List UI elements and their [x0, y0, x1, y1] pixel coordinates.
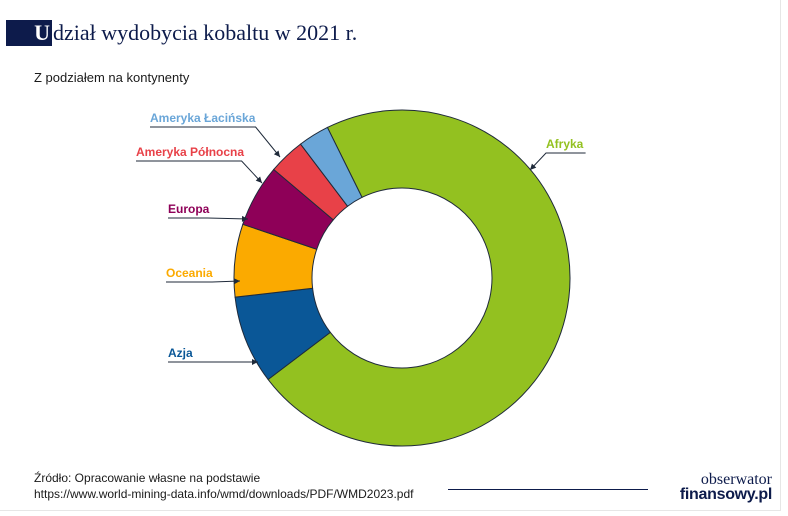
chart-title: U dział wydobycia kobaltu w 2021 r.	[6, 20, 357, 46]
leader-arrow-ameryka-północna	[255, 176, 262, 183]
source-line-1: Źródło: Opracowanie własne na podstawie	[34, 471, 261, 485]
title-first-letter: U	[34, 20, 50, 45]
leader-arrow-azja	[252, 359, 258, 365]
leader-arrow-oceania	[233, 278, 240, 285]
title-badge: U	[6, 20, 52, 46]
leader-afryka	[529, 152, 586, 171]
label-ameryka-łacińska: Ameryka Łacińska	[150, 111, 256, 125]
source-divider	[448, 489, 648, 490]
slice-afryka	[267, 109, 571, 447]
label-europa: Europa	[168, 202, 210, 216]
donut-labels: Afryka Azja Oceania Europa Ameryka Północna A…	[136, 111, 586, 365]
leader-arrow-europa	[241, 215, 248, 222]
leader-ameryka-łacińska	[150, 126, 281, 158]
label-azja: Azja	[168, 346, 193, 360]
title-text: dział wydobycia kobaltu w 2021 r.	[53, 20, 358, 45]
source-line-2: https://www.world-mining-data.info/wmd/d…	[34, 487, 414, 501]
publisher-logo: obserwator finansowy.pl	[660, 471, 772, 503]
logo-line-2: finansowy.pl	[679, 486, 772, 503]
leader-arrow-ameryka-łacińska	[273, 150, 280, 157]
donut-slices	[233, 109, 571, 447]
label-oceania: Oceania	[166, 266, 213, 280]
leader-arrow-afryka	[530, 163, 537, 170]
slice-ameryka-łacińska	[299, 126, 363, 207]
leader-oceania	[166, 280, 241, 283]
source-note: Źródło: Opracowanie własne na podstawie …	[34, 470, 414, 502]
chart-subtitle: Z podziałem na kontynenty	[34, 70, 190, 85]
logo-line-1: obserwator	[700, 471, 772, 488]
leader-europa	[168, 217, 249, 220]
label-ameryka-północna: Ameryka Północna	[136, 145, 244, 159]
label-afryka: Afryka	[546, 137, 584, 151]
leader-ameryka-północna	[136, 160, 263, 184]
